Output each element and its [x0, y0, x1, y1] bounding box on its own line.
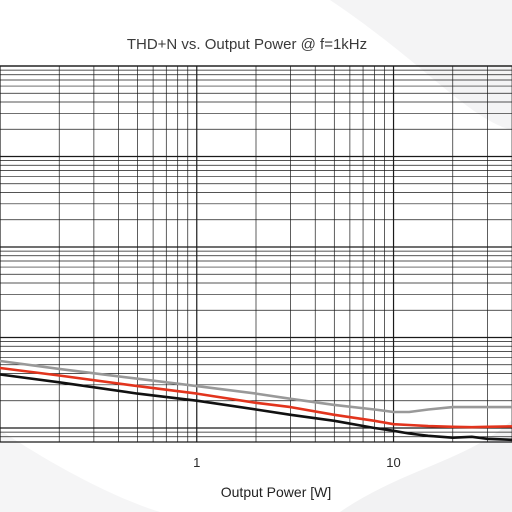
series-line-1 — [0, 359, 512, 414]
grid — [0, 65, 512, 443]
series-layer — [0, 359, 512, 442]
series-line-2 — [0, 366, 512, 429]
chart-title: THD+N vs. Output Power @ f=1kHz — [127, 36, 367, 53]
x-tick-labels: 1 10 — [193, 455, 401, 470]
x-tick-label-10: 10 — [386, 455, 400, 470]
x-axis-title: Output Power [W] — [221, 484, 331, 500]
x-tick-label-1: 1 — [193, 455, 200, 470]
series-line-3 — [0, 373, 512, 442]
